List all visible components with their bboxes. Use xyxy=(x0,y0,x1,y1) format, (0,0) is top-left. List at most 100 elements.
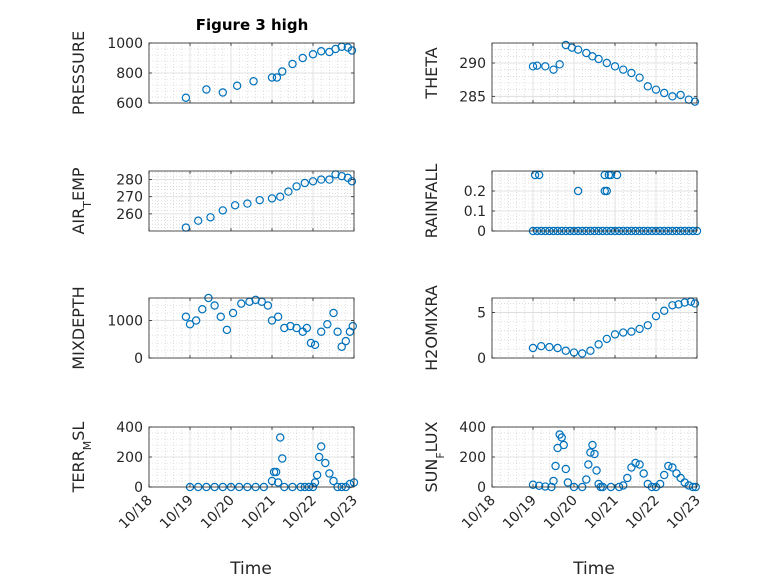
axes-box xyxy=(491,42,698,104)
data-point xyxy=(563,478,573,487)
data-point xyxy=(651,85,661,94)
data-point xyxy=(317,327,326,336)
data-point xyxy=(551,461,560,471)
data-point xyxy=(249,77,258,86)
y-tick-label: 0 xyxy=(477,480,486,496)
data-point xyxy=(573,45,583,54)
data-point xyxy=(586,448,595,457)
data-series xyxy=(181,293,357,351)
data-point xyxy=(325,469,334,478)
data-point xyxy=(619,481,628,490)
subplot-rainfall: 0 0.1 0.2 RAINFALL xyxy=(422,164,702,240)
data-point xyxy=(273,312,283,321)
data-point xyxy=(664,461,673,471)
data-point xyxy=(312,470,322,480)
y-tick-label: 400 xyxy=(116,420,143,436)
data-point xyxy=(308,177,318,186)
data-point xyxy=(541,482,550,491)
data-point xyxy=(210,301,219,310)
data-point xyxy=(243,199,252,208)
y-tick-label: 260 xyxy=(116,207,143,223)
y-tick-label: 0.2 xyxy=(464,184,486,200)
data-point xyxy=(218,88,227,97)
data-point xyxy=(555,60,564,69)
data-point xyxy=(635,73,644,82)
data-series xyxy=(528,40,700,106)
data-point xyxy=(267,316,277,325)
data-point xyxy=(323,320,332,329)
data-point xyxy=(273,478,283,487)
data-point xyxy=(635,460,644,469)
y-axis-label: PRESSURE xyxy=(69,31,88,115)
data-point xyxy=(590,449,599,459)
data-point xyxy=(528,480,538,489)
data-point xyxy=(584,460,593,469)
data-point xyxy=(345,479,355,489)
data-point xyxy=(308,50,318,59)
data-point xyxy=(549,65,558,74)
data-point xyxy=(329,476,338,486)
y-axis-label: TERRMSL xyxy=(69,422,94,494)
data-point xyxy=(690,299,700,308)
data-point xyxy=(528,62,538,71)
y-tick-label: 1000 xyxy=(107,314,143,330)
subplot-pressure: 600 800 1000 PRESSURE xyxy=(69,31,357,115)
data-point xyxy=(300,178,309,188)
y-axis-label: SUNFLUX xyxy=(422,421,447,492)
y-tick-label: 280 xyxy=(116,173,143,189)
data-point xyxy=(317,47,326,56)
data-point xyxy=(549,476,558,486)
data-point xyxy=(631,458,640,468)
data-point xyxy=(668,301,677,310)
data-point xyxy=(578,349,587,358)
data-point xyxy=(310,478,320,487)
y-axis-label: RAINFALL xyxy=(422,164,441,239)
data-point xyxy=(333,327,342,336)
data-point xyxy=(690,97,700,106)
y-tick-label: 0 xyxy=(134,351,143,367)
y-tick-label: 400 xyxy=(459,420,486,436)
data-point xyxy=(541,62,550,71)
data-point xyxy=(230,201,240,210)
data-point xyxy=(310,340,320,350)
data-point xyxy=(288,59,297,69)
axes-box xyxy=(148,170,355,232)
data-point xyxy=(586,346,595,355)
data-point xyxy=(557,433,566,442)
data-point xyxy=(594,340,603,349)
plot-area xyxy=(492,171,697,231)
data-point xyxy=(588,440,597,450)
data-point xyxy=(202,85,211,94)
plot-area xyxy=(149,171,354,231)
data-point xyxy=(292,323,301,333)
data-point xyxy=(347,177,357,186)
axes-box xyxy=(491,297,698,359)
data-point xyxy=(317,175,326,184)
data-point xyxy=(193,216,203,225)
data-series xyxy=(181,42,357,102)
plot-area xyxy=(492,43,697,103)
plot-area xyxy=(492,298,697,358)
data-point xyxy=(651,311,661,321)
data-point xyxy=(198,305,207,314)
y-tick-label: 0.1 xyxy=(464,204,486,220)
data-point xyxy=(267,194,277,203)
y-tick-label: 0 xyxy=(477,351,486,367)
data-point xyxy=(660,88,669,98)
data-point xyxy=(532,61,542,70)
data-point xyxy=(660,306,669,315)
data-point xyxy=(660,470,669,480)
data-point xyxy=(627,327,636,336)
data-point xyxy=(627,68,636,78)
data-point xyxy=(337,171,346,181)
data-point xyxy=(276,192,285,201)
axes-box xyxy=(491,170,698,232)
data-point xyxy=(348,321,357,331)
x-axis-title-left: Time xyxy=(229,559,272,579)
y-tick-label: 200 xyxy=(116,450,143,466)
data-point xyxy=(185,320,195,329)
data-point xyxy=(237,299,246,308)
data-point xyxy=(561,346,571,355)
data-point xyxy=(610,330,620,339)
